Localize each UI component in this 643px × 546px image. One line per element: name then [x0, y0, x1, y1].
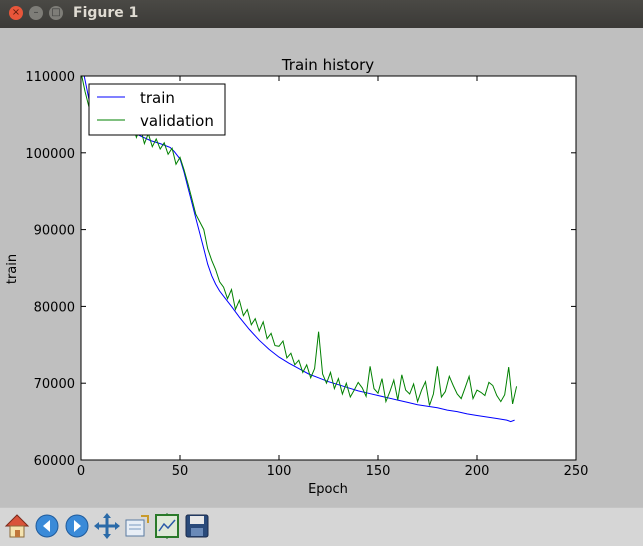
y-tick-label: 100000: [25, 147, 75, 162]
back-button[interactable]: [33, 512, 61, 540]
series-line-validation: [81, 76, 518, 406]
y-axis-label: train: [5, 254, 20, 284]
axis-ticks: 0 50 100 150 200 250 60000 70000 80000 90000 10000…: [25, 70, 588, 479]
plot-frame: [80, 75, 577, 461]
legend-label-validation: validation: [140, 112, 214, 130]
legend-box: [88, 83, 226, 136]
window-title: Figure 1: [73, 5, 139, 21]
x-tick-label: 100: [267, 464, 292, 479]
arrow-right-icon: [65, 514, 89, 538]
window-maximize-button[interactable]: □: [49, 6, 63, 20]
chart: 0 50 100 150 200 250 60000 70000 80000 90000 10000…: [5, 56, 588, 497]
y-tick-label: 80000: [34, 300, 75, 315]
floppy-disk-icon: [185, 514, 209, 538]
legend-label-train: train: [140, 89, 175, 107]
home-icon: [4, 514, 30, 538]
x-tick-label: 150: [366, 464, 391, 479]
move-arrows-icon: [94, 513, 120, 539]
plot-area: [80, 75, 577, 461]
zoom-rect-icon: [125, 515, 149, 537]
pan-button[interactable]: [93, 512, 121, 540]
zoom-button[interactable]: [123, 512, 151, 540]
window-titlebar: × – □ Figure 1: [0, 0, 643, 29]
window-close-button[interactable]: ×: [9, 6, 23, 20]
y-tick-label: 90000: [34, 224, 75, 239]
x-axis-label: Epoch: [308, 482, 348, 497]
y-tick-label: 110000: [25, 70, 75, 85]
chart-title: Train history: [281, 56, 374, 74]
x-tick-label: 0: [77, 464, 85, 479]
forward-button[interactable]: [63, 512, 91, 540]
x-tick-label: 50: [172, 464, 189, 479]
x-tick-label: 200: [465, 464, 490, 479]
legend: train validation: [88, 83, 226, 136]
subplots-button[interactable]: [153, 512, 181, 540]
arrow-left-icon: [35, 514, 59, 538]
home-button[interactable]: [3, 512, 31, 540]
y-tick-label: 60000: [34, 454, 75, 469]
window-minimize-button[interactable]: –: [29, 6, 43, 20]
navigation-toolbar: [0, 507, 643, 546]
configure-subplots-icon: [155, 513, 179, 539]
save-button[interactable]: [183, 512, 211, 540]
x-tick-label: 250: [564, 464, 589, 479]
y-tick-label: 70000: [34, 377, 75, 392]
